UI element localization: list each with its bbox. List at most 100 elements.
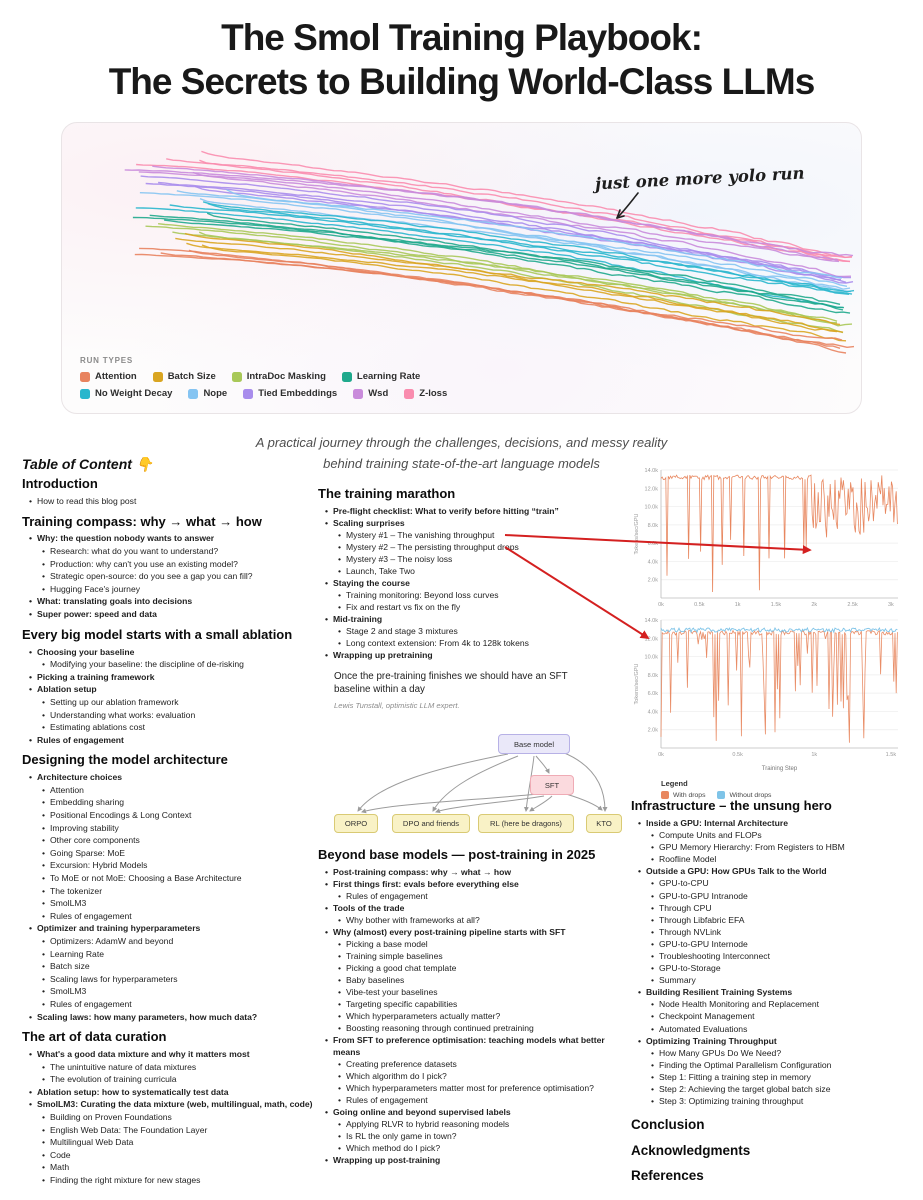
toc-item[interactable]: What's a good data mixture and why it ma…: [22, 1048, 315, 1061]
toc-item[interactable]: Outside a GPU: How GPUs Talk to the Worl…: [631, 865, 921, 877]
toc-item[interactable]: What: translating goals into decisions: [22, 595, 315, 608]
toc-item[interactable]: Scaling surprises: [318, 517, 632, 529]
toc-item[interactable]: Production: why can't you use an existin…: [22, 558, 315, 571]
toc-item[interactable]: Boosting reasoning through continued pre…: [318, 1022, 632, 1034]
toc-item[interactable]: Optimizers: AdamW and beyond: [22, 935, 315, 948]
toc-item[interactable]: To MoE or not MoE: Choosing a Base Archi…: [22, 872, 315, 885]
toc-item[interactable]: Rules of engagement: [318, 1094, 632, 1106]
toc-section-heading[interactable]: Training compass: why → what → how: [22, 513, 262, 529]
toc-item[interactable]: Inside a GPU: Internal Architecture: [631, 817, 921, 829]
toc-item[interactable]: Compute Units and FLOPs: [631, 829, 921, 841]
toc-item[interactable]: Post-training compass: why → what → how: [318, 866, 632, 878]
toc-item[interactable]: The tokenizer: [22, 885, 315, 898]
toc-item[interactable]: Picking a good chat template: [318, 962, 632, 974]
toc-item[interactable]: SmolLM3: [22, 897, 315, 910]
toc-item[interactable]: Training simple baselines: [318, 950, 632, 962]
toc-item[interactable]: Long context extension: From 4k to 128k …: [318, 637, 632, 649]
toc-item[interactable]: Understanding what works: evaluation: [22, 709, 315, 722]
toc-item[interactable]: English Web Data: The Foundation Layer: [22, 1124, 315, 1137]
toc-item[interactable]: Architecture choices: [22, 771, 315, 784]
toc-item[interactable]: Finding the Optimal Parallelism Configur…: [631, 1059, 921, 1071]
toc-item[interactable]: Improving stability: [22, 822, 315, 835]
toc-section-heading[interactable]: Every big model starts with a small abla…: [22, 626, 293, 642]
toc-item[interactable]: Code: [22, 1149, 315, 1162]
toc-item[interactable]: Multilingual Web Data: [22, 1136, 315, 1149]
toc-item[interactable]: Attention: [22, 784, 315, 797]
toc-item[interactable]: Building on Proven Foundations: [22, 1111, 315, 1124]
toc-item[interactable]: GPU-to-CPU: [631, 877, 921, 889]
toc-section-heading[interactable]: Designing the model architecture: [22, 752, 228, 768]
toc-item[interactable]: Which method do I pick?: [318, 1142, 632, 1154]
toc-item[interactable]: Pre-flight checklist: What to verify bef…: [318, 505, 632, 517]
toc-item[interactable]: The unintuitive nature of data mixtures: [22, 1061, 315, 1074]
toc-item[interactable]: Scaling laws for hyperparameters: [22, 973, 315, 986]
toc-item[interactable]: Through NVLink: [631, 926, 921, 938]
toc-item[interactable]: Stage 2 and stage 3 mixtures: [318, 625, 632, 637]
toc-item[interactable]: Step 2: Achieving the target global batc…: [631, 1083, 921, 1095]
toc-item[interactable]: Mystery #3 – The noisy loss: [318, 553, 632, 565]
toc-item[interactable]: Going online and beyond supervised label…: [318, 1106, 632, 1118]
toc-item[interactable]: Roofline Model: [631, 853, 921, 865]
toc-item[interactable]: SmolLM3: [22, 985, 315, 998]
toc-item[interactable]: Setting up our ablation framework: [22, 696, 315, 709]
toc-item[interactable]: Wrapping up post-training: [318, 1154, 632, 1166]
toc-item[interactable]: Targeting specific capabilities: [318, 998, 632, 1010]
toc-item[interactable]: First things first: evals before everyth…: [318, 878, 632, 890]
toc-section-heading[interactable]: Acknowledgments: [631, 1142, 751, 1158]
toc-item[interactable]: Checkpoint Management: [631, 1010, 921, 1022]
toc-item[interactable]: GPU-to-GPU Intranode: [631, 890, 921, 902]
toc-item[interactable]: Why (almost) every post-training pipelin…: [318, 926, 632, 938]
toc-item[interactable]: GPU-to-GPU Internode: [631, 938, 921, 950]
toc-item[interactable]: SmolLM3: Curating the data mixture (web,…: [22, 1098, 315, 1111]
toc-item[interactable]: Excursion: Hybrid Models: [22, 859, 315, 872]
toc-item[interactable]: Modifying your baseline: the discipline …: [22, 658, 315, 671]
toc-section-heading[interactable]: Introduction: [22, 476, 98, 491]
toc-item[interactable]: Choosing your baseline: [22, 646, 315, 659]
toc-item[interactable]: Which algorithm do I pick?: [318, 1070, 632, 1082]
toc-item[interactable]: Positional Encodings & Long Context: [22, 809, 315, 822]
toc-item[interactable]: Which hyperparameters matter most for pr…: [318, 1082, 632, 1094]
toc-item[interactable]: Mystery #1 – The vanishing throughput: [318, 529, 632, 541]
toc-item[interactable]: GPU-to-Storage: [631, 962, 921, 974]
toc-item[interactable]: Is RL the only game in town?: [318, 1130, 632, 1142]
toc-item[interactable]: Picking a training framework: [22, 671, 315, 684]
toc-section-heading[interactable]: References: [631, 1168, 704, 1184]
toc-item[interactable]: Rules of engagement: [22, 910, 315, 923]
toc-item[interactable]: Rules of engagement: [22, 734, 315, 747]
toc-item[interactable]: Training monitoring: Beyond loss curves: [318, 589, 632, 601]
toc-item[interactable]: Node Health Monitoring and Replacement: [631, 998, 921, 1010]
toc-item[interactable]: Finding the right mixture for new stages: [22, 1174, 315, 1187]
toc-section-heading[interactable]: Infrastructure – the unsung hero: [631, 798, 832, 813]
toc-item[interactable]: Step 1: Fitting a training step in memor…: [631, 1071, 921, 1083]
toc-item[interactable]: Applying RLVR to hybrid reasoning models: [318, 1118, 632, 1130]
toc-item[interactable]: Tools of the trade: [318, 902, 632, 914]
toc-item[interactable]: Learning Rate: [22, 948, 315, 961]
toc-item[interactable]: GPU Memory Hierarchy: From Registers to …: [631, 841, 921, 853]
toc-item[interactable]: Picking a base model: [318, 938, 632, 950]
toc-item[interactable]: Through CPU: [631, 902, 921, 914]
toc-item[interactable]: Rules of engagement: [22, 998, 315, 1011]
toc-item[interactable]: Strategic open-source: do you see a gap …: [22, 570, 315, 583]
toc-item[interactable]: Creating preference datasets: [318, 1058, 632, 1070]
toc-item[interactable]: Optimizing Training Throughput: [631, 1035, 921, 1047]
toc-section-heading[interactable]: Conclusion: [631, 1117, 705, 1133]
toc-item[interactable]: Why bother with frameworks at all?: [318, 914, 632, 926]
toc-item[interactable]: Launch, Take Two: [318, 565, 632, 577]
toc-item[interactable]: How Many GPUs Do We Need?: [631, 1047, 921, 1059]
toc-item[interactable]: Mid-training: [318, 613, 632, 625]
toc-item[interactable]: Automated Evaluations: [631, 1023, 921, 1035]
toc-item[interactable]: Step 3: Optimizing training throughput: [631, 1095, 921, 1107]
toc-item[interactable]: Wrapping up pretraining: [318, 649, 632, 661]
toc-item[interactable]: Through Libfabric EFA: [631, 914, 921, 926]
toc-item[interactable]: Troubleshooting Interconnect: [631, 950, 921, 962]
toc-item[interactable]: The evolution of training curricula: [22, 1073, 315, 1086]
toc-item[interactable]: Which hyperparameters actually matter?: [318, 1010, 632, 1022]
toc-item[interactable]: Going Sparse: MoE: [22, 847, 315, 860]
toc-section-heading[interactable]: The art of data curation: [22, 1029, 167, 1045]
toc-item[interactable]: Building Resilient Training Systems: [631, 986, 921, 998]
toc-item[interactable]: Mystery #2 – The persisting throughput d…: [318, 541, 632, 553]
toc-item[interactable]: Other core components: [22, 834, 315, 847]
toc-item[interactable]: Ablation setup: [22, 683, 315, 696]
toc-item[interactable]: Estimating ablations cost: [22, 721, 315, 734]
toc-item[interactable]: Baby baselines: [318, 974, 632, 986]
